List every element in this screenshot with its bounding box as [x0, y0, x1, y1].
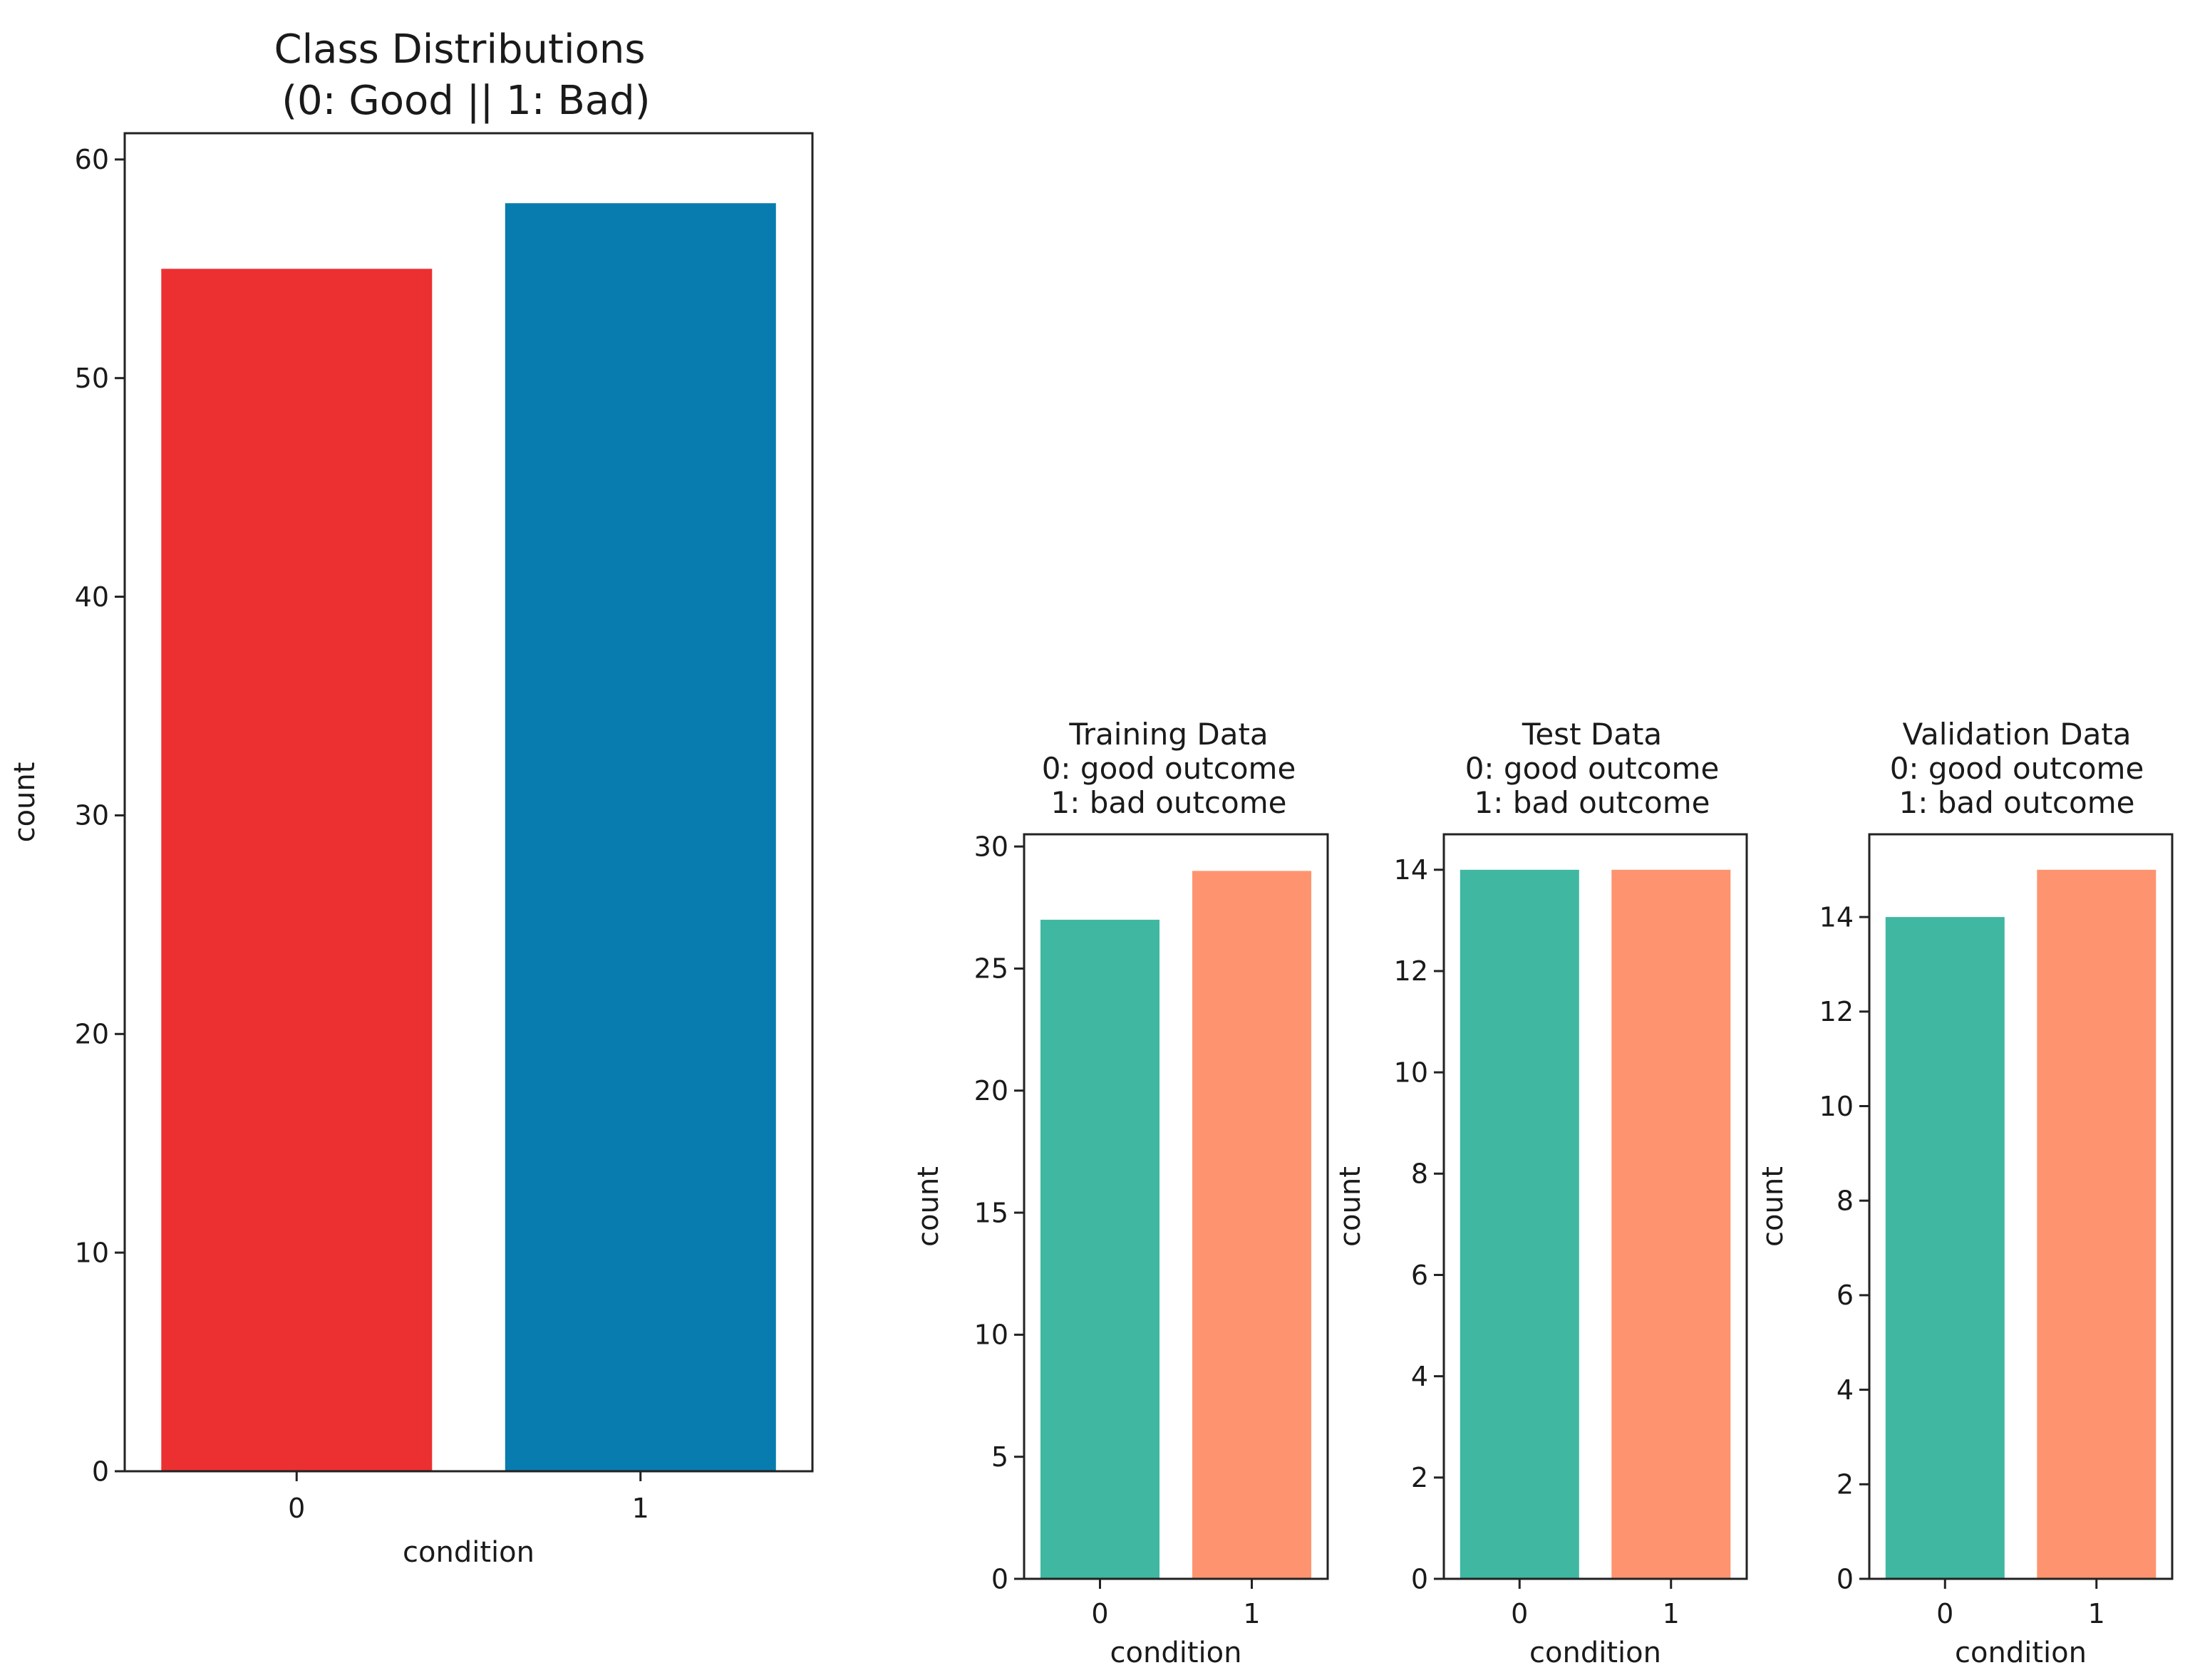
title-line-training: 1: bad outcome: [1051, 785, 1287, 820]
ylabel-test: count: [1334, 1166, 1367, 1247]
ytick-label-validation: 8: [1837, 1186, 1854, 1217]
bar-validation-1: [2037, 869, 2157, 1579]
ytick-label-test: 8: [1411, 1158, 1428, 1190]
bar-overall-1: [505, 203, 776, 1472]
ytick-label-overall: 20: [75, 1019, 109, 1050]
xlabel-training: condition: [1110, 1637, 1242, 1669]
ytick-label-overall: 40: [75, 581, 109, 613]
bar-test-0: [1460, 869, 1579, 1579]
ylabel-validation: count: [1757, 1166, 1789, 1247]
axes-frame-overall: [123, 132, 814, 1473]
title-line-validation: 0: good outcome: [1890, 751, 2144, 786]
axes-frame-validation: [1868, 833, 2174, 1580]
ytick-label-test: 6: [1411, 1260, 1428, 1291]
title-line-test: 1: bad outcome: [1474, 785, 1710, 820]
bar-training-0: [1040, 919, 1159, 1579]
title-line-validation: 1: bad outcome: [1899, 785, 2135, 820]
ytick-label-validation: 6: [1837, 1280, 1854, 1311]
bar-validation-0: [1885, 917, 2005, 1579]
xtick-label-overall: 0: [288, 1493, 305, 1524]
xtick-label-validation: 1: [2088, 1598, 2105, 1629]
xtick-label-test: 0: [1511, 1598, 1528, 1629]
axes-frame-test: [1442, 833, 1748, 1580]
xlabel-test: condition: [1529, 1637, 1661, 1669]
title-line-training: Training Data: [1068, 717, 1268, 752]
ytick-label-validation: 4: [1837, 1374, 1854, 1406]
ytick-label-training: 15: [974, 1197, 1008, 1228]
bar-overall-0: [161, 269, 433, 1471]
bar-test-1: [1611, 869, 1731, 1579]
ytick-label-training: 10: [974, 1319, 1008, 1351]
ytick-label-test: 10: [1394, 1057, 1428, 1088]
xtick-label-training: 0: [1091, 1598, 1108, 1629]
ytick-label-overall: 50: [75, 363, 109, 394]
ytick-label-overall: 10: [75, 1237, 109, 1268]
ytick-label-validation: 2: [1837, 1469, 1854, 1500]
ylabel-training: count: [912, 1166, 945, 1247]
ytick-label-overall: 0: [92, 1456, 109, 1487]
ytick-label-test: 4: [1411, 1361, 1428, 1392]
ytick-label-validation: 0: [1837, 1563, 1854, 1595]
ytick-label-overall: 30: [75, 800, 109, 831]
ytick-label-test: 0: [1411, 1563, 1428, 1595]
chart-overall: 0 10 20 30 40 50 60 0 1 condition count Class Distr…: [9, 26, 814, 1569]
ytick-label-validation: 12: [1819, 996, 1854, 1027]
xlabel-overall: condition: [403, 1536, 534, 1569]
ytick-label-training: 20: [974, 1075, 1008, 1106]
ytick-label-training: 5: [991, 1441, 1008, 1473]
title-line-test: 0: good outcome: [1465, 751, 1720, 786]
title-line-training: 0: good outcome: [1042, 751, 1296, 786]
title-line-overall: Class Distributions: [274, 26, 645, 73]
ytick-label-training: 25: [974, 953, 1008, 985]
ylabel-overall: count: [9, 762, 41, 843]
ytick-label-test: 2: [1411, 1462, 1428, 1493]
xtick-label-test: 1: [1663, 1598, 1680, 1629]
ytick-label-validation: 14: [1819, 901, 1854, 933]
title-line-test: Test Data: [1522, 717, 1662, 752]
bar-training-1: [1192, 871, 1311, 1579]
ytick-label-training: 30: [974, 831, 1008, 862]
ytick-label-test: 12: [1394, 955, 1428, 987]
xtick-label-training: 1: [1243, 1598, 1260, 1629]
axes-frame-training: [1023, 833, 1329, 1580]
title-line-overall: (0: Good || 1: Bad): [269, 78, 650, 124]
xtick-label-overall: 1: [632, 1493, 649, 1524]
xlabel-validation: condition: [1955, 1637, 2087, 1669]
xtick-label-validation: 0: [1936, 1598, 1953, 1629]
ytick-label-validation: 10: [1819, 1091, 1854, 1122]
ytick-label-test: 14: [1394, 854, 1428, 886]
ytick-label-training: 0: [991, 1563, 1008, 1595]
ytick-label-overall: 60: [75, 144, 109, 175]
title-line-validation: Validation Data: [1902, 717, 2131, 752]
